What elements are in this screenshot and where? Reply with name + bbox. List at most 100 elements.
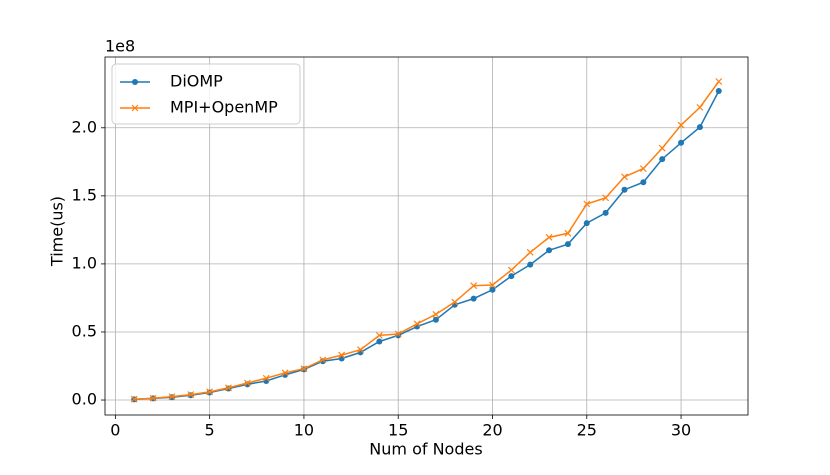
marker [319, 356, 327, 364]
marker [243, 379, 251, 387]
x-tick-label: 20 [482, 421, 502, 440]
marker-shape [300, 365, 308, 373]
marker-shape [149, 394, 157, 402]
marker [602, 209, 609, 216]
marker [526, 248, 534, 256]
marker [281, 369, 289, 377]
marker [489, 281, 496, 289]
marker [225, 384, 232, 392]
marker [715, 88, 722, 95]
marker [583, 200, 591, 208]
marker [130, 395, 138, 403]
marker [678, 139, 685, 146]
y-tick-label: 1.0 [72, 253, 97, 272]
x-axis-label: Num of Nodes [369, 440, 482, 459]
marker-shape [130, 395, 138, 403]
y-tick-label: 0.0 [72, 390, 97, 409]
marker-shape [658, 144, 666, 152]
marker-shape [639, 165, 647, 173]
marker [262, 374, 270, 382]
marker-shape [187, 391, 195, 399]
marker [508, 273, 515, 280]
marker [677, 121, 685, 129]
marker-shape [413, 320, 421, 328]
marker [432, 316, 439, 323]
marker [696, 103, 704, 111]
marker-shape [564, 229, 572, 237]
marker [545, 233, 553, 241]
marker [527, 261, 534, 268]
marker [375, 331, 383, 339]
marker [659, 156, 666, 163]
marker-shape [677, 121, 685, 129]
marker-shape [715, 78, 723, 85]
x-tick-label: 15 [388, 421, 408, 440]
marker-shape [432, 310, 440, 318]
marker [451, 298, 459, 306]
x-tick-label: 25 [577, 421, 597, 440]
y-tick-label: 1.5 [72, 185, 97, 204]
marker-shape [338, 351, 346, 359]
legend-label: MPI+OpenMP [170, 98, 278, 117]
marker [696, 124, 703, 131]
marker [470, 282, 478, 290]
marker [300, 365, 308, 373]
marker-shape [319, 356, 327, 364]
marker [621, 173, 628, 181]
marker-shape [357, 346, 364, 354]
marker-shape [489, 281, 496, 289]
x-tick-label: 30 [671, 421, 691, 440]
marker [602, 194, 610, 202]
legend-box [111, 63, 301, 125]
marker [394, 330, 402, 338]
marker-shape [243, 379, 251, 387]
marker-shape [375, 331, 383, 339]
marker-shape [451, 298, 459, 306]
marker [583, 220, 590, 227]
marker [564, 241, 571, 248]
plot-frame [104, 56, 749, 416]
marker [546, 247, 553, 254]
x-tick-label: 5 [205, 421, 215, 440]
marker-shape [470, 282, 478, 290]
marker [338, 351, 346, 359]
marker-shape [168, 393, 176, 401]
marker [149, 394, 157, 402]
legend: DiOMP MPI+OpenMP [111, 63, 301, 125]
marker [470, 295, 477, 302]
marker-shape [225, 384, 232, 392]
y-tick-label: 2.0 [72, 117, 97, 136]
line [134, 90, 720, 401]
x-tick-label: 10 [294, 421, 314, 440]
marker-shape [583, 200, 591, 208]
marker [658, 144, 666, 152]
marker-shape [281, 369, 289, 377]
marker [131, 104, 139, 112]
x-tick-label: 0 [110, 421, 120, 440]
marker-shape [526, 248, 534, 256]
marker-shape [507, 266, 515, 274]
marker [168, 393, 176, 401]
legend-label: DiOMP [170, 72, 223, 91]
marker-shape [206, 388, 214, 396]
y-tick-label: 0.5 [72, 321, 97, 340]
marker [132, 79, 138, 85]
y-offset-label: 1e8 [105, 37, 135, 56]
marker-shape [545, 233, 553, 241]
marker-shape [696, 103, 704, 111]
line [134, 81, 720, 400]
marker [564, 229, 572, 237]
marker-shape [602, 194, 610, 202]
marker [507, 266, 515, 274]
marker [357, 346, 364, 354]
marker [621, 186, 628, 193]
marker [640, 179, 647, 186]
marker [639, 165, 647, 173]
marker [715, 78, 723, 85]
marker [206, 388, 214, 396]
marker-shape [394, 330, 402, 338]
marker [432, 310, 440, 318]
marker-shape [131, 104, 139, 112]
y-axis-label: Time(us) [48, 196, 67, 267]
